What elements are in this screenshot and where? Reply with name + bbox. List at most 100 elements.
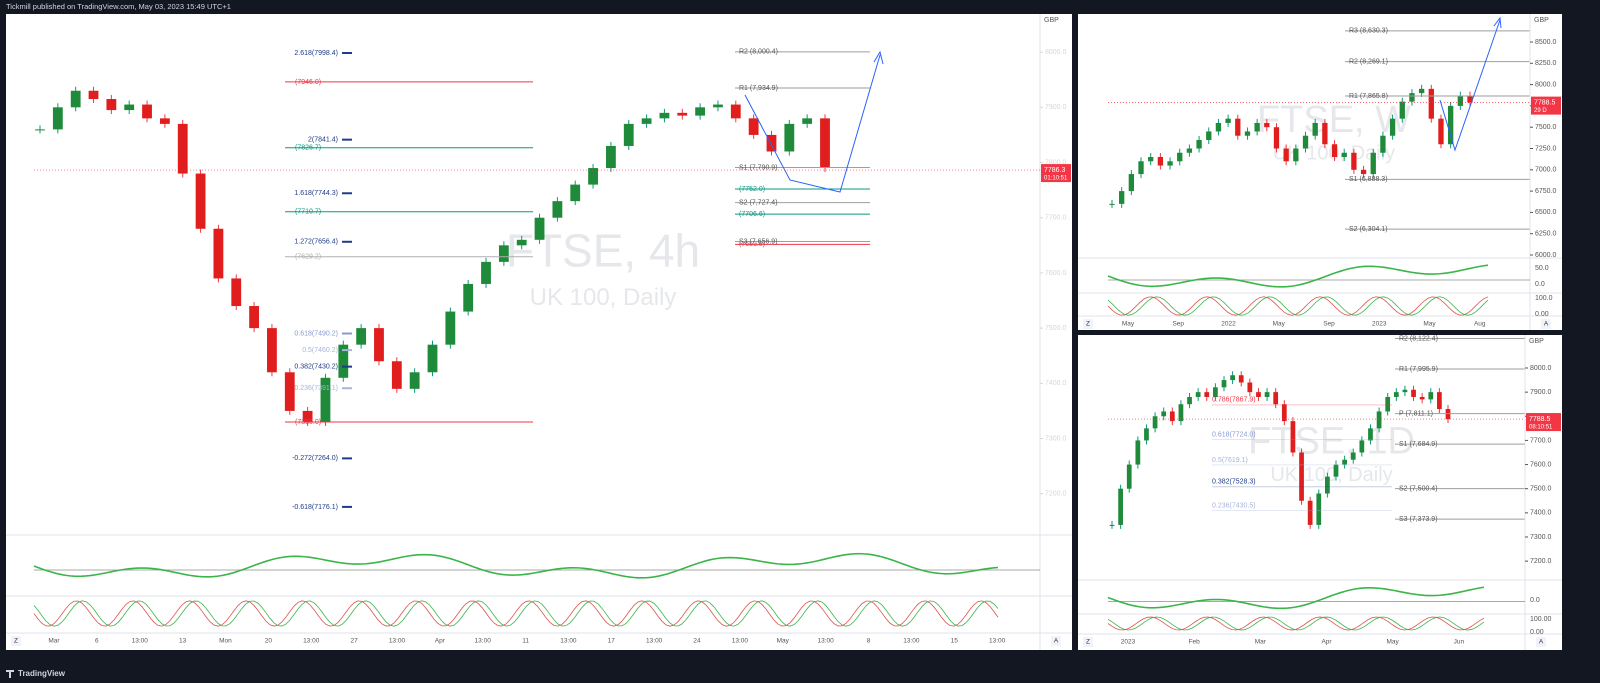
y-tick-label: 7300.0 — [1045, 435, 1067, 442]
candle — [1419, 396, 1425, 400]
corner-button[interactable] — [1536, 637, 1546, 647]
fib-label: 0.382(7528.3) — [1212, 479, 1256, 486]
candle — [1351, 152, 1357, 170]
candle — [1316, 493, 1322, 525]
time-axis-label: Aug — [1474, 321, 1486, 328]
y-tick-label: 7400.0 — [1045, 380, 1067, 387]
candle — [481, 261, 491, 284]
corner-button-label[interactable]: Z — [1086, 321, 1090, 328]
corner-button-label[interactable]: Z — [1086, 639, 1090, 646]
fib-label: 0.618(7724.0) — [1212, 431, 1256, 438]
stochastic-d — [1107, 616, 1485, 631]
candle — [784, 123, 795, 152]
candle — [820, 118, 830, 169]
corner-button[interactable] — [1051, 636, 1061, 646]
candle — [1283, 148, 1289, 162]
y-tick-label: 7900.0 — [1045, 104, 1067, 111]
candle — [1428, 392, 1434, 400]
pivot-label: S2 (7,500.4) — [1399, 485, 1438, 492]
brand-logo — [6, 670, 14, 678]
candle — [1144, 428, 1149, 441]
candle — [1437, 392, 1442, 410]
candle — [1138, 161, 1144, 175]
time-axis-label: Mar — [48, 638, 60, 645]
corner-button-label[interactable]: Z — [14, 638, 18, 645]
pivot-label: S1 (6,888.3) — [1349, 176, 1388, 183]
y-tick-label: 7200.0 — [1045, 491, 1067, 498]
candle — [356, 328, 367, 345]
y-tick-label: 6000.0 — [1535, 252, 1557, 259]
time-axis-label: 2023 — [1121, 639, 1136, 646]
pivot-label: R2 (8,269.1) — [1349, 59, 1388, 66]
candle — [52, 107, 63, 130]
candle — [1299, 452, 1304, 501]
stochastic-k — [1107, 616, 1485, 631]
indicator-axis-label: 100.00 — [1530, 616, 1552, 623]
candle — [766, 134, 777, 152]
candle — [249, 306, 259, 329]
projection-arrow — [744, 50, 884, 193]
candle — [659, 112, 670, 119]
corner-button-label[interactable]: A — [1539, 639, 1544, 646]
corner-button[interactable] — [1541, 319, 1551, 329]
candle — [1195, 392, 1201, 397]
y-tick-label: 6500.0 — [1535, 209, 1557, 216]
y-tick-label: 7700.0 — [1530, 437, 1552, 444]
time-axis-label: 2022 — [1221, 321, 1236, 328]
pivot-label: R2 (8,122.4) — [1399, 335, 1438, 342]
time-axis-label: Mon — [219, 638, 232, 645]
candle — [1152, 416, 1158, 429]
price-tag — [1526, 413, 1561, 432]
time-axis-label: 13:00 — [732, 638, 749, 645]
y-tick-label: 7300.0 — [1530, 534, 1552, 541]
candle — [1393, 392, 1399, 397]
stochastic-k — [1107, 296, 1489, 316]
fib-label: 0.5(7619.1) — [1212, 457, 1248, 464]
candle — [677, 112, 688, 116]
candle — [570, 184, 581, 202]
candle — [1119, 191, 1125, 204]
candle — [409, 372, 420, 389]
y-tick-label: 7600.0 — [1045, 270, 1067, 277]
corner-button-label[interactable]: A — [1054, 638, 1059, 645]
candle — [1118, 488, 1123, 525]
candle — [267, 328, 277, 373]
corner-button[interactable] — [1083, 319, 1093, 329]
candle — [1157, 157, 1164, 166]
time-axis-label: 27 — [350, 638, 358, 645]
time-axis-label: Sep — [1172, 321, 1184, 328]
currency-label: GBP — [1529, 338, 1544, 345]
candle — [1360, 169, 1367, 175]
pivot-label: R2 (8,000.4) — [739, 49, 778, 56]
corner-button-label[interactable]: A — [1544, 321, 1549, 328]
candle — [713, 104, 723, 108]
y-tick-label: 7900.0 — [1530, 389, 1552, 396]
candle — [302, 410, 313, 422]
candle — [1293, 148, 1299, 162]
panel-background — [1078, 14, 1562, 330]
y-tick-label: 7600.0 — [1530, 461, 1552, 468]
stochastic-d — [33, 600, 999, 627]
corner-button[interactable] — [11, 636, 21, 646]
candle — [1368, 428, 1373, 441]
oscillator-line — [1107, 264, 1489, 288]
watermark-symbol: FTSE, 1D — [1248, 421, 1415, 463]
candle — [498, 245, 509, 262]
corner-button[interactable] — [1083, 637, 1093, 647]
candle — [588, 168, 598, 185]
time-axis-label: May — [1387, 639, 1400, 646]
candle — [1350, 452, 1356, 460]
y-tick-label: 6250.0 — [1535, 231, 1557, 238]
candle — [1411, 389, 1416, 397]
candle — [1307, 500, 1313, 525]
candle — [1389, 118, 1396, 136]
candle — [1409, 93, 1415, 102]
candle — [516, 239, 527, 246]
pivot-label: S3 (7,656.9) — [739, 238, 778, 245]
candle — [1281, 404, 1287, 422]
pivot-label: (7706.6) — [739, 211, 765, 218]
candle — [463, 283, 474, 312]
